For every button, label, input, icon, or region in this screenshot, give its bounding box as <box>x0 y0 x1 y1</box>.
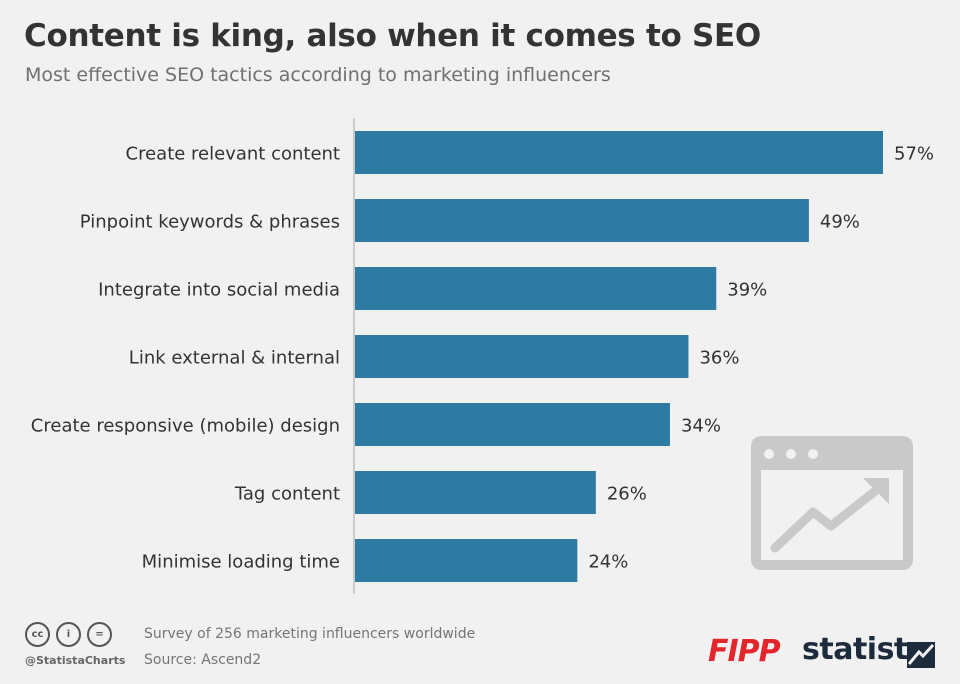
statista-mark-icon <box>907 642 935 668</box>
no-derivatives-icon[interactable]: = <box>87 622 112 647</box>
license-block: cc i = @StatistaCharts <box>25 622 135 667</box>
browser-trend-up-icon <box>751 436 913 570</box>
value-label: 57% <box>894 144 934 165</box>
category-label: Tag content <box>234 484 340 505</box>
bar[interactable] <box>355 335 689 378</box>
category-label: Minimise loading time <box>142 552 340 573</box>
chart-title: Content is king, also when it comes to S… <box>24 18 761 54</box>
value-label: 39% <box>727 280 767 301</box>
category-label: Link external & internal <box>129 348 340 369</box>
category-label: Create relevant content <box>126 144 340 165</box>
bar[interactable] <box>355 471 596 514</box>
attribution-icon[interactable]: i <box>56 622 81 647</box>
value-label: 36% <box>699 348 739 369</box>
category-label: Pinpoint keywords & phrases <box>80 212 340 233</box>
twitter-handle[interactable]: @StatistaCharts <box>25 654 126 667</box>
value-label: 24% <box>588 552 628 573</box>
bar[interactable] <box>355 131 883 174</box>
category-label: Integrate into social media <box>98 280 340 301</box>
bar[interactable] <box>355 403 670 446</box>
value-label: 26% <box>607 484 647 505</box>
chart-subtitle: Most effective SEO tactics according to … <box>25 64 611 86</box>
bar[interactable] <box>355 199 809 242</box>
value-label: 49% <box>820 212 860 233</box>
fipp-logo[interactable]: FIPP <box>708 634 781 669</box>
source-note[interactable]: Source: Ascend2 <box>144 652 262 668</box>
bar-chart: Create relevant content 57% Pinpoint keywo… <box>31 118 934 594</box>
survey-note: Survey of 256 marketing influencers worl… <box>144 626 476 642</box>
value-label: 34% <box>681 416 721 437</box>
bar[interactable] <box>355 539 578 582</box>
bar[interactable] <box>355 267 717 310</box>
cc-icon[interactable]: cc <box>25 622 50 647</box>
category-label: Create responsive (mobile) design <box>31 416 340 437</box>
